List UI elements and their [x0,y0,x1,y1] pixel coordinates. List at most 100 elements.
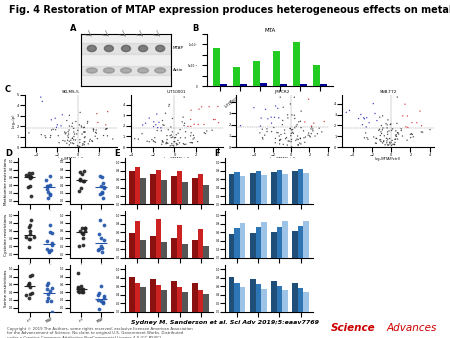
Point [94,136,101,141]
Point [102,122,109,127]
Point [49,309,56,314]
Point [181,142,188,147]
Point [208,127,216,133]
Text: Science: Science [331,323,375,333]
Point [289,129,296,135]
Point [180,141,187,146]
Point [150,124,157,129]
Point [76,189,83,194]
Point [188,130,195,136]
Point [393,134,400,139]
Point [150,119,158,124]
Bar [256,285,261,312]
Point [270,125,277,130]
Point [318,129,325,135]
Point [69,136,76,141]
Point [387,140,395,145]
Point [184,124,192,129]
Bar [280,84,287,86]
X-axis label: log₂(MTAP/ctrl): log₂(MTAP/ctrl) [163,157,190,161]
Point [292,124,300,129]
Point [100,294,108,299]
Point [100,185,107,190]
Point [80,242,87,248]
Point [279,142,287,147]
Point [282,136,289,141]
Point [279,104,287,110]
Bar [193,240,198,258]
Point [66,139,73,144]
Point [94,292,101,298]
Point [262,107,269,112]
Point [427,127,434,132]
Point [59,112,66,118]
Point [26,184,33,189]
Point [380,138,387,144]
Point [63,130,70,136]
Point [86,137,94,142]
Point [94,297,102,303]
Bar [220,84,227,86]
Point [78,123,85,129]
Point [407,135,414,140]
Point [305,97,312,102]
Point [187,140,194,145]
Bar [193,178,198,204]
Point [65,131,72,137]
Point [159,122,166,127]
Bar [203,185,209,204]
Point [259,126,266,132]
Point [47,135,54,140]
Point [407,131,414,137]
Point [88,138,95,143]
Point [359,122,366,127]
Point [50,127,57,132]
Point [63,118,70,123]
Point [295,142,302,148]
Text: MTAP: MTAP [173,46,184,50]
Point [48,242,55,247]
Point [104,109,111,114]
Bar [277,170,282,204]
Bar [240,223,245,258]
Point [293,137,301,142]
Point [99,300,106,305]
Point [237,123,244,128]
Point [210,117,217,122]
Point [408,120,415,125]
Point [81,139,88,145]
Point [394,94,401,100]
Point [70,134,77,139]
Point [377,137,384,142]
Point [308,124,315,130]
Point [81,225,88,231]
Point [292,138,299,143]
Point [392,133,399,139]
Point [281,127,288,133]
Point [287,126,294,131]
Point [153,128,161,133]
Point [24,184,32,190]
Point [416,108,423,114]
Point [206,104,213,110]
Ellipse shape [155,68,166,73]
Point [309,126,316,132]
Point [286,139,293,144]
Point [81,228,89,234]
Ellipse shape [122,45,130,52]
Point [68,124,76,129]
Point [169,129,176,135]
Bar [161,180,166,204]
Point [182,142,189,147]
Bar [161,290,166,312]
Point [97,191,104,196]
Point [95,246,103,251]
Point [75,289,82,294]
Point [173,142,180,148]
Point [69,136,76,141]
Point [190,132,197,138]
Point [404,113,411,119]
Point [44,287,51,292]
Bar [234,228,240,258]
Point [44,238,51,244]
